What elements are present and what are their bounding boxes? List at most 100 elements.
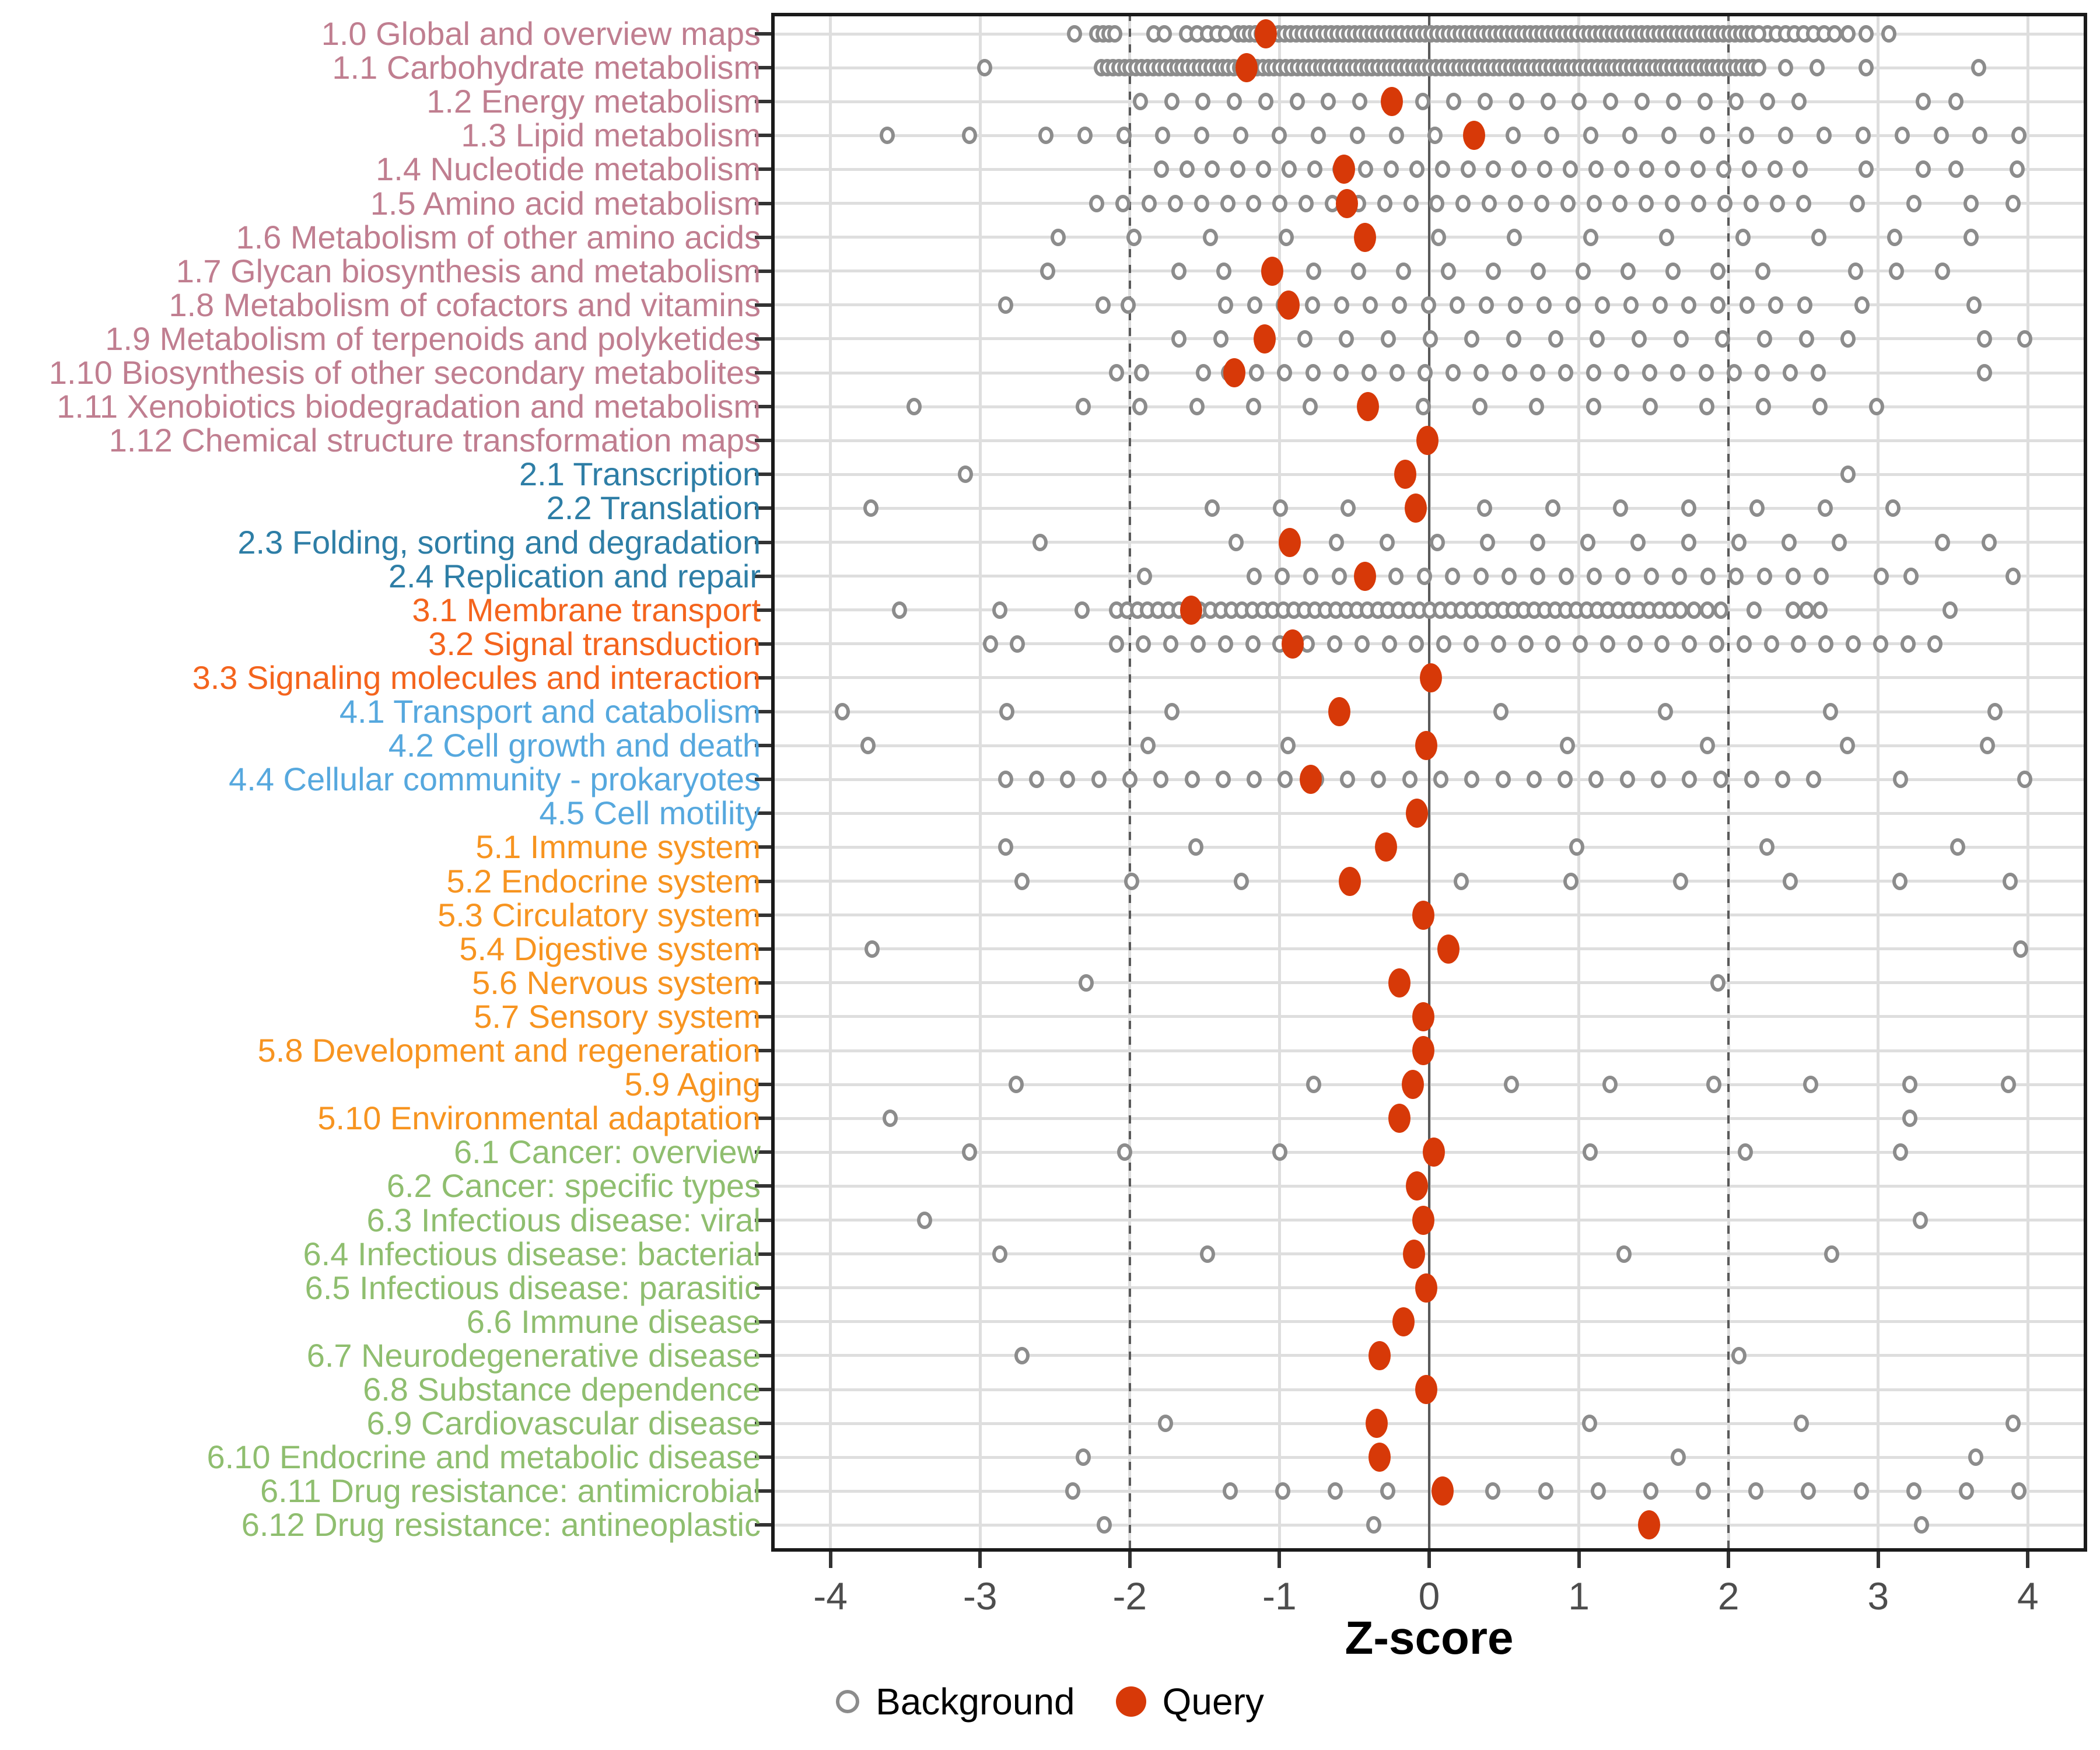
background-point: [1179, 160, 1195, 178]
background-point: [1486, 160, 1502, 178]
background-point: [1642, 364, 1658, 382]
background-point: [1840, 737, 1856, 755]
background-point: [1446, 364, 1461, 382]
query-point: [1416, 426, 1439, 456]
background-point: [1050, 228, 1066, 246]
background-point: [1194, 194, 1209, 212]
y-axis-label: 1.12 Chemical structure transformation m…: [108, 422, 761, 459]
axis-tick: [755, 66, 771, 70]
query-point: [1422, 1138, 1445, 1167]
background-point: [1227, 93, 1242, 111]
background-point: [1304, 296, 1320, 314]
background-point: [1573, 635, 1588, 653]
y-axis-label: 4.1 Transport and catabolism: [339, 693, 761, 730]
background-point: [1848, 262, 1864, 280]
background-point: [1976, 330, 1992, 348]
background-point: [1785, 567, 1801, 585]
background-point: [1583, 228, 1598, 246]
background-point: [977, 59, 992, 77]
axis-tick: [828, 1552, 832, 1568]
background-point: [1632, 330, 1647, 348]
background-point: [1038, 127, 1054, 145]
y-axis-label: 6.9 Cardiovascular disease: [366, 1405, 761, 1442]
background-point: [1205, 160, 1220, 178]
background-point: [1942, 601, 1958, 619]
background-point: [1390, 364, 1405, 382]
background-point: [1506, 330, 1521, 348]
axis-tick: [755, 744, 771, 748]
axis-tick: [755, 473, 771, 477]
y-axis-label: 5.3 Circulatory system: [438, 896, 761, 933]
background-point: [1502, 567, 1517, 585]
background-point: [1581, 1415, 1597, 1433]
query-point: [1412, 1205, 1434, 1235]
y-axis-label: 3.3 Signaling molecules and interaction: [192, 659, 761, 696]
gridline-x: [829, 13, 832, 1552]
query-point: [1392, 1307, 1415, 1336]
background-point: [1726, 364, 1742, 382]
background-point: [1558, 771, 1573, 789]
background-point: [1948, 160, 1964, 178]
background-point: [1280, 737, 1296, 755]
background-point: [1422, 330, 1438, 348]
background-point: [2005, 1415, 2021, 1433]
y-axis-label: 6.10 Endocrine and metabolic disease: [206, 1438, 761, 1476]
background-point: [1639, 194, 1654, 212]
query-point: [1412, 1036, 1434, 1065]
background-point: [1806, 771, 1822, 789]
background-point: [1793, 160, 1808, 178]
x-tick-label: 4: [2017, 1574, 2039, 1618]
background-point: [1134, 364, 1150, 382]
axis-tick: [755, 1083, 771, 1087]
background-point: [1903, 567, 1919, 585]
background-point: [992, 601, 1007, 619]
background-point: [1763, 635, 1779, 653]
background-point: [1246, 567, 1262, 585]
background-point: [1698, 364, 1714, 382]
background-point: [1366, 1516, 1382, 1534]
axis-tick: [755, 574, 771, 578]
background-point: [1619, 771, 1635, 789]
background-point: [1665, 194, 1681, 212]
background-point: [1124, 872, 1140, 890]
background-point: [1108, 364, 1124, 382]
query-point: [1412, 1002, 1434, 1031]
background-point: [1065, 1482, 1081, 1500]
background-point: [1915, 160, 1931, 178]
background-point: [1272, 194, 1288, 212]
background-point: [1673, 330, 1689, 348]
background-point: [1331, 567, 1347, 585]
query-point: [1406, 799, 1429, 828]
background-point: [1583, 127, 1599, 145]
background-point: [1473, 567, 1489, 585]
background-point: [1912, 1211, 1928, 1229]
background-point: [1817, 499, 1833, 517]
background-point: [1388, 127, 1404, 145]
axis-tick: [2026, 1552, 2030, 1568]
background-point: [1156, 25, 1172, 43]
background-point: [1298, 194, 1314, 212]
background-point: [1853, 1482, 1869, 1500]
background-point: [1783, 872, 1798, 890]
background-point: [1902, 1110, 1917, 1128]
background-point: [1545, 635, 1561, 653]
axis-tick: [755, 778, 771, 782]
background-point: [2017, 771, 2033, 789]
background-point: [1914, 1516, 1930, 1534]
axis-tick: [755, 608, 771, 612]
y-axis-label: 3.2 Signal transduction: [428, 625, 761, 662]
background-point: [1576, 262, 1591, 280]
y-axis-label: 2.4 Replication and repair: [388, 557, 761, 594]
query-point: [1353, 222, 1376, 252]
background-point: [2010, 160, 2025, 178]
background-point: [1307, 160, 1322, 178]
axis-tick: [755, 1286, 771, 1290]
background-point: [1381, 635, 1397, 653]
background-point: [1195, 364, 1211, 382]
background-point: [983, 635, 999, 653]
background-point: [864, 940, 880, 958]
y-axis-label: 4.5 Cell motility: [539, 794, 761, 832]
background-point: [1832, 533, 1847, 551]
background-point: [1682, 771, 1698, 789]
background-point: [1518, 635, 1534, 653]
